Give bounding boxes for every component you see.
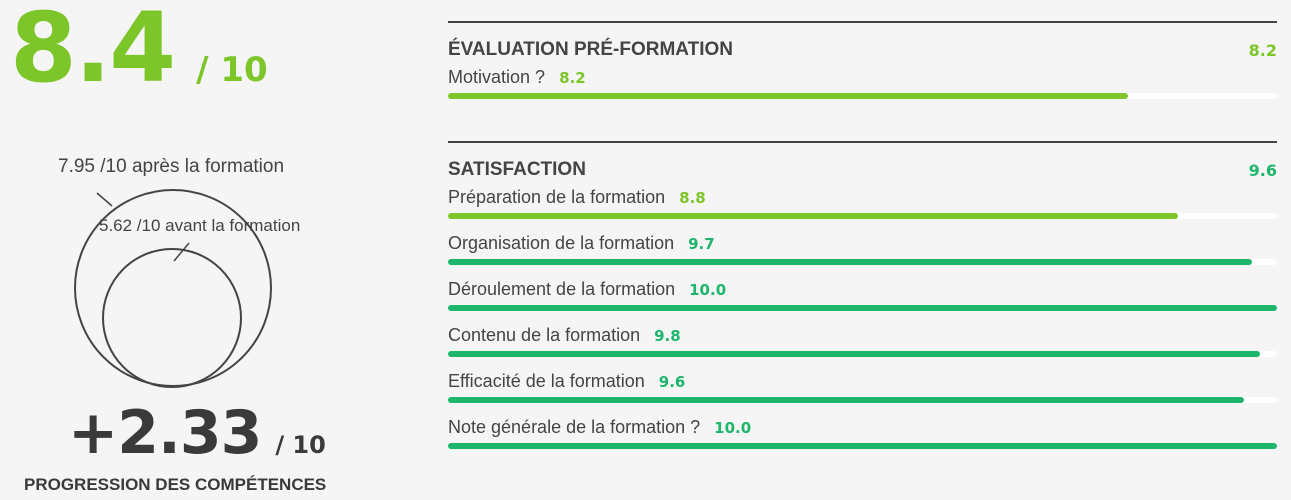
section-header: ÉVALUATION PRÉ-FORMATION 8.2 [448,39,1277,67]
rating-bar-track [448,397,1277,403]
rating-bar-track [448,93,1277,99]
rating-label-text: Motivation ? [448,67,546,87]
competence-circles: 7.95 /10 après la formation 5.62 /10 ava… [0,140,440,400]
rating-label-text: Note générale de la formation ? [448,417,701,437]
progression-score: +2.33 / 10 [68,398,326,468]
rating-bar-track [448,305,1277,311]
satisfaction-items: Préparation de la formation 8.8 Organisati… [448,187,1277,463]
section-divider [448,21,1277,23]
section-divider [448,141,1277,143]
competence-circles-svg [74,189,272,388]
rating-label-text: Organisation de la formation [448,233,675,253]
before-circle [102,248,242,388]
section-score: 9.6 [1248,161,1277,180]
rating-item: Déroulement de la formation 10.0 [448,279,1277,325]
rating-item: Efficacité de la formation 9.6 [448,371,1277,417]
overall-score-denominator: / 10 [196,50,268,90]
rating-bar-track [448,259,1277,265]
rating-bar-fill [448,443,1277,449]
rating-value: 9.7 [688,235,715,253]
overall-score-value: 8.4 [10,0,176,104]
rating-label-text: Contenu de la formation [448,325,641,345]
overall-score: 8.4 / 10 [10,0,268,104]
section-score: 8.2 [1248,41,1277,60]
rating-label: Note générale de la formation ? 10.0 [448,417,751,438]
section-title: ÉVALUATION PRÉ-FORMATION [448,39,733,60]
rating-bar-fill [448,351,1261,357]
rating-item: Note générale de la formation ? 10.0 [448,417,1277,463]
rating-item: Contenu de la formation 9.8 [448,325,1277,371]
progression-value: +2.33 [68,398,262,468]
progression-denominator: / 10 [275,431,326,459]
rating-item: Préparation de la formation 8.8 [448,187,1277,233]
rating-bar-track [448,443,1277,449]
rating-label-text: Déroulement de la formation [448,279,676,299]
rating-value: 8.8 [679,189,706,207]
rating-value: 8.2 [559,69,586,87]
rating-value: 9.8 [654,327,681,345]
rating-label: Organisation de la formation 9.7 [448,233,715,254]
rating-label: Préparation de la formation 8.8 [448,187,706,208]
pre-formation-items: Motivation ? 8.2 [448,67,1277,113]
progression-label: PROGRESSION DES COMPÉTENCES [24,475,327,494]
rating-label-text: Efficacité de la formation [448,371,645,391]
satisfaction-section: SATISFACTION 9.6 Préparation de la forma… [448,141,1277,463]
rating-bar-fill [448,93,1128,99]
pre-formation-section: ÉVALUATION PRÉ-FORMATION 8.2 Motivation … [448,21,1277,113]
rating-label: Contenu de la formation 9.8 [448,325,681,346]
rating-bar-fill [448,213,1178,219]
rating-bar-track [448,351,1277,357]
rating-label: Efficacité de la formation 9.6 [448,371,685,392]
after-pointer [96,192,113,207]
section-title: SATISFACTION [448,159,586,180]
before-label: 5.62 /10 avant la formation [99,216,301,235]
rating-item: Motivation ? 8.2 [448,67,1277,113]
rating-label: Déroulement de la formation 10.0 [448,279,726,300]
after-label: 7.95 /10 après la formation [58,156,285,177]
rating-bar-fill [448,397,1244,403]
rating-value: 9.6 [658,373,686,391]
rating-value: 10.0 [689,281,727,299]
rating-bar-track [448,213,1277,219]
before-pointer [173,242,190,262]
rating-bar-fill [448,259,1253,265]
rating-label-text: Préparation de la formation [448,187,666,207]
rating-label: Motivation ? 8.2 [448,67,586,88]
rating-bar-fill [448,305,1277,311]
rating-value: 10.0 [714,419,752,437]
section-header: SATISFACTION 9.6 [448,159,1277,187]
rating-item: Organisation de la formation 9.7 [448,233,1277,279]
